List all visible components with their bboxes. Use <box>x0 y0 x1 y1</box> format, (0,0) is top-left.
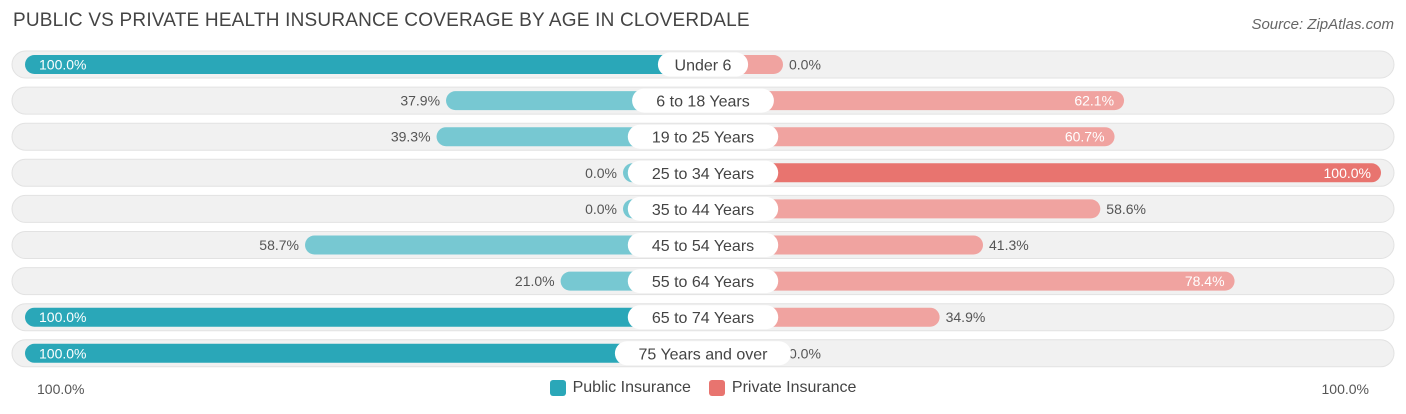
category-pill <box>657 52 749 77</box>
bar-private <box>703 91 1125 111</box>
value-label-private: 62.1% <box>1074 93 1114 109</box>
value-label-public: 100.0% <box>39 345 86 361</box>
value-label-private: 58.6% <box>1106 201 1146 217</box>
bar-private <box>703 127 1115 147</box>
category-pill <box>627 269 779 294</box>
legend-swatch-public <box>549 380 566 396</box>
category-pill <box>627 124 779 149</box>
value-label-public: 100.0% <box>39 309 86 325</box>
value-label-private: 60.7% <box>1065 129 1105 145</box>
category-label: 75 Years and over <box>639 346 769 363</box>
bar-public <box>305 235 703 255</box>
bar-public <box>25 307 703 327</box>
category-pill <box>614 341 792 366</box>
category-label: 6 to 18 Years <box>656 94 749 111</box>
legend-item-public[interactable]: Public Insurance <box>549 379 691 397</box>
category-label: 25 to 34 Years <box>652 166 754 183</box>
category-label: 65 to 74 Years <box>652 310 754 327</box>
legend-item-private[interactable]: Private Insurance <box>708 379 857 397</box>
value-label-public: 58.7% <box>259 237 299 253</box>
category-label: Under 6 <box>675 58 732 75</box>
category-pill <box>627 305 779 330</box>
value-label-public: 37.9% <box>400 93 440 109</box>
chart-title: PUBLIC VS PRIVATE HEALTH INSURANCE COVER… <box>13 10 750 31</box>
value-label-public: 0.0% <box>585 165 617 181</box>
category-pill <box>632 88 774 113</box>
bar-public <box>25 343 703 363</box>
category-pill <box>627 160 779 185</box>
value-label-private: 34.9% <box>946 309 986 325</box>
value-label-private: 0.0% <box>789 57 821 73</box>
category-label: 19 to 25 Years <box>652 130 754 147</box>
axis-left-label: 100.0% <box>37 381 85 397</box>
value-label-public: 21.0% <box>515 273 555 289</box>
legend-label-public: Public Insurance <box>572 379 691 396</box>
bar-private <box>703 199 1101 219</box>
bar-public <box>25 55 703 74</box>
value-label-private: 41.3% <box>989 237 1029 253</box>
axis-right-label: 100.0% <box>1321 381 1369 397</box>
value-label-private: 78.4% <box>1185 273 1225 289</box>
category-pill <box>627 196 779 221</box>
value-label-public: 39.3% <box>391 129 431 145</box>
value-label-private: 100.0% <box>1324 165 1371 181</box>
bar-private <box>703 271 1235 291</box>
legend: Public Insurance Private Insurance <box>0 379 1406 397</box>
value-label-public: 0.0% <box>585 201 617 217</box>
value-label-private: 0.0% <box>789 345 821 361</box>
legend-swatch-private <box>708 380 725 396</box>
category-label: 45 to 54 Years <box>652 238 754 255</box>
bar-private <box>703 163 1381 183</box>
category-pill <box>627 233 779 257</box>
source-label: Source: ZipAtlas.com <box>1251 16 1394 33</box>
legend-label-private: Private Insurance <box>731 379 857 396</box>
value-label-public: 100.0% <box>39 57 86 73</box>
category-label: 55 to 64 Years <box>652 274 754 291</box>
category-label: 35 to 44 Years <box>652 202 754 219</box>
diverging-bar-chart: 100.0% 0.0% Under 6 37.9% 62.1% 6 to 18 Years… <box>11 50 1395 368</box>
